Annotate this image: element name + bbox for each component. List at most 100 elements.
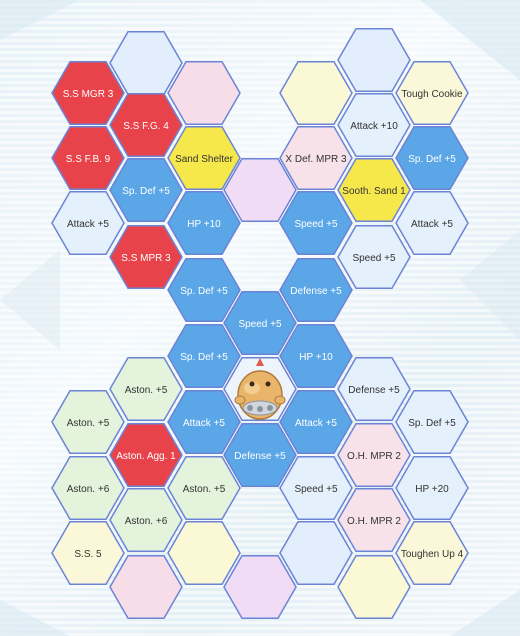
empty-skill-node[interactable] [337,28,411,92]
skill-node-attack-10[interactable]: Attack +10 [337,93,411,157]
skill-node-defense-5[interactable]: Defense +5 [337,357,411,421]
hex-tile[interactable] [279,61,353,125]
hex-tile[interactable] [279,191,353,255]
skill-node-sand-shelter[interactable]: Sand Shelter [167,126,241,190]
skill-node-sp-def-5[interactable]: Sp. Def +5 [167,324,241,388]
hex-tile[interactable] [167,61,241,125]
skill-node-o-h-mpr-2[interactable]: O.H. MPR 2 [337,423,411,487]
hex-tile[interactable] [279,521,353,585]
skill-node-attack-5[interactable]: Attack +5 [395,191,469,255]
skill-node-label: Sp. Def +5 [122,186,170,197]
hex-tile[interactable] [395,61,469,125]
skill-node-label: Sp. Def +5 [408,154,456,165]
skill-node-aston-6[interactable]: Aston. +6 [51,456,125,520]
skill-node-sp-def-5[interactable]: Sp. Def +5 [167,258,241,322]
hex-tile[interactable] [167,191,241,255]
skill-node-s-s-mgr-3[interactable]: S.S MGR 3 [51,61,125,125]
hex-tile[interactable] [223,291,297,355]
skill-node-hp-20[interactable]: HP +20 [395,456,469,520]
hex-tile[interactable] [337,93,411,157]
hex-tile[interactable] [109,31,183,95]
empty-skill-node[interactable] [223,158,297,222]
hex-tile[interactable] [279,258,353,322]
hex-tile[interactable] [279,390,353,454]
skill-node-sp-def-5[interactable]: Sp. Def +5 [395,126,469,190]
hex-tile[interactable] [109,488,183,552]
hex-tile[interactable] [51,61,125,125]
skill-node-toughen-up-4[interactable]: Toughen Up 4 [395,521,469,585]
hex-tile[interactable] [337,555,411,619]
skill-node-label: HP +20 [415,484,449,495]
hex-tile[interactable] [51,521,125,585]
hex-tile[interactable] [51,456,125,520]
skill-node-s-s-mpr-3[interactable]: S.S MPR 3 [109,225,183,289]
skill-node-speed-5[interactable]: Speed +5 [337,225,411,289]
hex-tile[interactable] [167,258,241,322]
hex-tile[interactable] [109,158,183,222]
skill-node-sp-def-5[interactable]: Sp. Def +5 [109,158,183,222]
hex-tile[interactable] [51,191,125,255]
hex-tile[interactable] [109,555,183,619]
skill-node-attack-5[interactable]: Attack +5 [279,390,353,454]
skill-node-speed-5[interactable]: Speed +5 [279,456,353,520]
hex-tile[interactable] [337,423,411,487]
hex-tile[interactable] [223,423,297,487]
hex-tile[interactable] [167,456,241,520]
empty-skill-node[interactable] [279,61,353,125]
skill-node-sooth-sand-1[interactable]: Sooth. Sand 1 [337,158,411,222]
hex-tile[interactable] [223,158,297,222]
hex-tile[interactable] [223,555,297,619]
skill-node-speed-5[interactable]: Speed +5 [223,291,297,355]
empty-skill-node[interactable] [223,555,297,619]
skill-node-speed-5[interactable]: Speed +5 [279,191,353,255]
hex-tile[interactable] [279,456,353,520]
empty-skill-node[interactable] [167,61,241,125]
hex-tile[interactable] [337,488,411,552]
skill-node-hp-10[interactable]: HP +10 [167,191,241,255]
empty-skill-node[interactable] [167,521,241,585]
hex-tile[interactable] [167,126,241,190]
hex-tile[interactable] [395,521,469,585]
hex-tile[interactable] [51,390,125,454]
skill-node-s-s-f-b-9[interactable]: S.S F.B. 9 [51,126,125,190]
skill-node-aston-5[interactable]: Aston. +5 [167,456,241,520]
skill-node-aston-5[interactable]: Aston. +5 [109,357,183,421]
skill-node-aston-5[interactable]: Aston. +5 [51,390,125,454]
hex-tile[interactable] [337,28,411,92]
empty-skill-node[interactable] [109,31,183,95]
skill-node-attack-5[interactable]: Attack +5 [167,390,241,454]
hex-tile[interactable] [109,423,183,487]
hex-tile[interactable] [167,324,241,388]
hex-tile[interactable] [395,126,469,190]
skill-node-hp-10[interactable]: HP +10 [279,324,353,388]
skill-node-x-def-mpr-3[interactable]: X Def. MPR 3 [279,126,353,190]
skill-node-s-s-f-g-4[interactable]: S.S F.G. 4 [109,93,183,157]
hex-tile[interactable] [395,191,469,255]
hex-tile[interactable] [279,324,353,388]
hex-tile[interactable] [337,158,411,222]
hex-tile[interactable] [167,521,241,585]
hex-tile[interactable] [337,225,411,289]
skill-node-aston-6[interactable]: Aston. +6 [109,488,183,552]
skill-node-s-s-5[interactable]: S.S. 5 [51,521,125,585]
empty-skill-node[interactable] [337,555,411,619]
hex-tile[interactable] [337,357,411,421]
hex-tile[interactable] [395,390,469,454]
skill-node-aston-agg-1[interactable]: Aston. Agg. 1 [109,423,183,487]
skill-node-label: Defense +5 [348,385,400,396]
skill-node-tough-cookie[interactable]: Tough Cookie [395,61,469,125]
empty-skill-node[interactable] [279,521,353,585]
hex-tile[interactable] [167,390,241,454]
hex-tile[interactable] [279,126,353,190]
hex-tile[interactable] [395,456,469,520]
hex-tile[interactable] [109,93,183,157]
skill-node-defense-5[interactable]: Defense +5 [223,423,297,487]
hex-tile[interactable] [109,225,183,289]
hex-tile[interactable] [109,357,183,421]
hex-tile[interactable] [51,126,125,190]
skill-node-o-h-mpr-2[interactable]: O.H. MPR 2 [337,488,411,552]
skill-node-sp-def-5[interactable]: Sp. Def +5 [395,390,469,454]
skill-node-defense-5[interactable]: Defense +5 [279,258,353,322]
skill-node-attack-5[interactable]: Attack +5 [51,191,125,255]
empty-skill-node[interactable] [109,555,183,619]
